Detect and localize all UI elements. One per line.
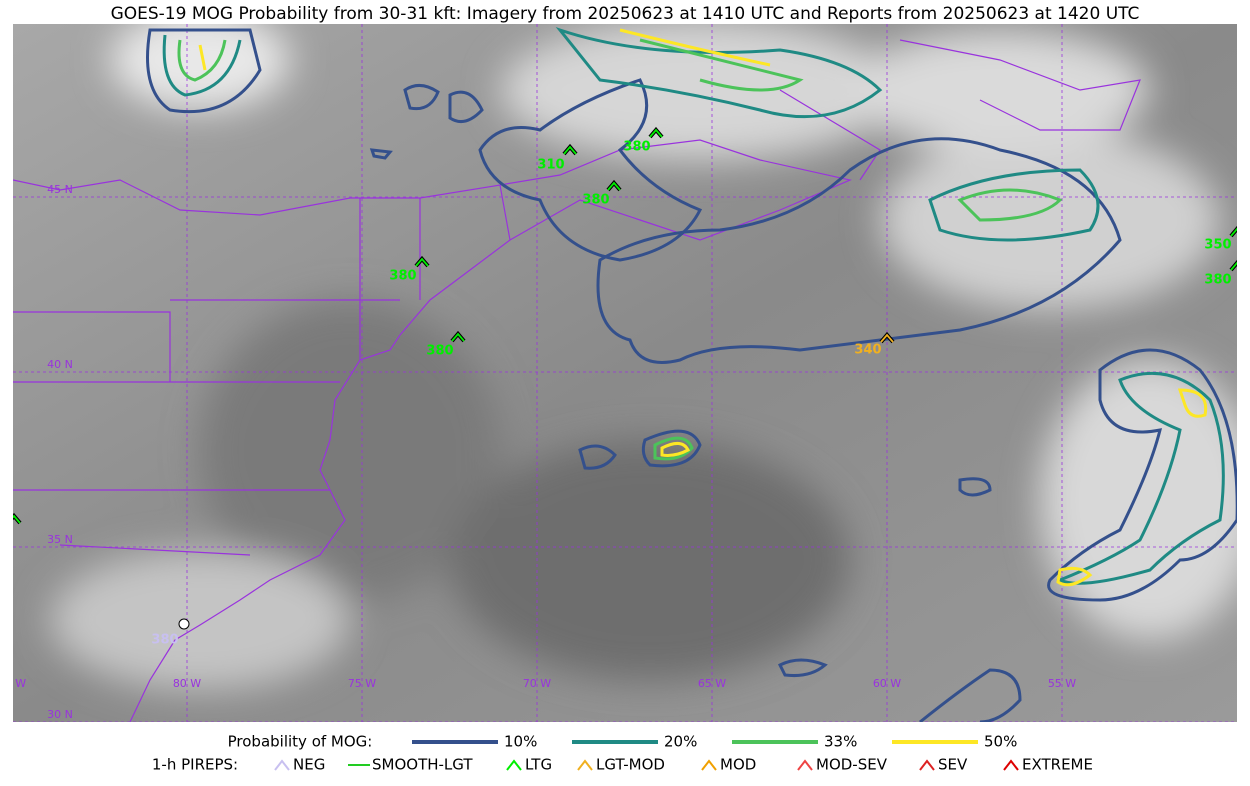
title: GOES-19 MOG Probability from 30-31 kft: … [111, 4, 1140, 24]
legend-label: MOD-SEV [816, 756, 888, 774]
pirep-label: 380 [151, 633, 178, 648]
lon-label: 55 W [1048, 677, 1076, 690]
legend-symbol [701, 759, 717, 771]
legend: Probability of MOG: 10% 20% 33% 50% 1-h PIREP… [152, 733, 1093, 774]
pirep-symbol-inner [415, 257, 429, 267]
legend-label: LTG [525, 756, 552, 774]
lon-label: 65 W [698, 677, 726, 690]
pirep-symbol-inner [607, 181, 621, 191]
pirep-label: 380 [426, 344, 453, 359]
pirep-label: 380 [623, 140, 650, 155]
pirep-label: 380 [582, 193, 609, 208]
lat-label: 45 N [47, 183, 73, 196]
lon-label: 85 W [0, 677, 26, 690]
legend-label: 50% [984, 733, 1017, 751]
pirep-symbol-inner [1230, 261, 1237, 271]
pirep-symbol-inner [649, 128, 663, 138]
map-labels: 45 N 40 N 35 N 30 N 85 W 80 W 75 W 70 W 65 W 60 W… [0, 126, 1237, 721]
legend-label: 10% [504, 733, 537, 751]
pirep-symbol-inner [451, 332, 465, 342]
legend-symbol [274, 759, 290, 771]
legend-label: EXTREME [1022, 756, 1093, 774]
pirep-label: 340 [854, 343, 881, 358]
graticule [13, 24, 1237, 722]
legend-label: NEG [293, 756, 325, 774]
pirep-label: 380 [389, 269, 416, 284]
lon-label: 80 W [173, 677, 201, 690]
legend-label: LGT-MOD [596, 756, 665, 774]
pirep-label: 380 [1204, 273, 1231, 288]
legend-label: MOD [720, 756, 756, 774]
legend-label: SMOOTH-LGT [372, 756, 473, 774]
map: 45 N 40 N 35 N 30 N 85 W 80 W 75 W 70 W 65 W 60 W… [0, 24, 1237, 722]
lat-label: 35 N [47, 533, 73, 546]
clouds [50, 24, 1237, 690]
legend-symbol [577, 759, 593, 771]
pirep-symbol-inner [13, 514, 21, 524]
legend-title: 1-h PIREPS: [152, 756, 238, 774]
pirep-symbol-inner [563, 145, 577, 155]
lon-label: 70 W [523, 677, 551, 690]
pirep-symbol [178, 618, 190, 630]
pirep-symbol-inner [1230, 227, 1237, 237]
pirep-label: 0 [0, 525, 8, 540]
legend-title: Probability of MOG: [228, 733, 373, 751]
legend-label: SEV [938, 756, 968, 774]
pirep-label: 350 [1204, 238, 1231, 253]
lon-label: 75 W [348, 677, 376, 690]
legend-label: 33% [824, 733, 857, 751]
legend-symbol [797, 759, 813, 771]
pirep-symbol-inner [880, 333, 894, 343]
pirep-label: 310 [537, 158, 564, 173]
contours [146, 26, 1237, 722]
legend-symbol [1003, 759, 1019, 771]
legend-symbol [506, 759, 522, 771]
legend-label: 20% [664, 733, 697, 751]
legend-symbol [919, 759, 935, 771]
lat-label: 30 N [47, 708, 73, 721]
coastlines [13, 39, 1141, 722]
lat-label: 40 N [47, 358, 73, 371]
lon-label: 60 W [873, 677, 901, 690]
